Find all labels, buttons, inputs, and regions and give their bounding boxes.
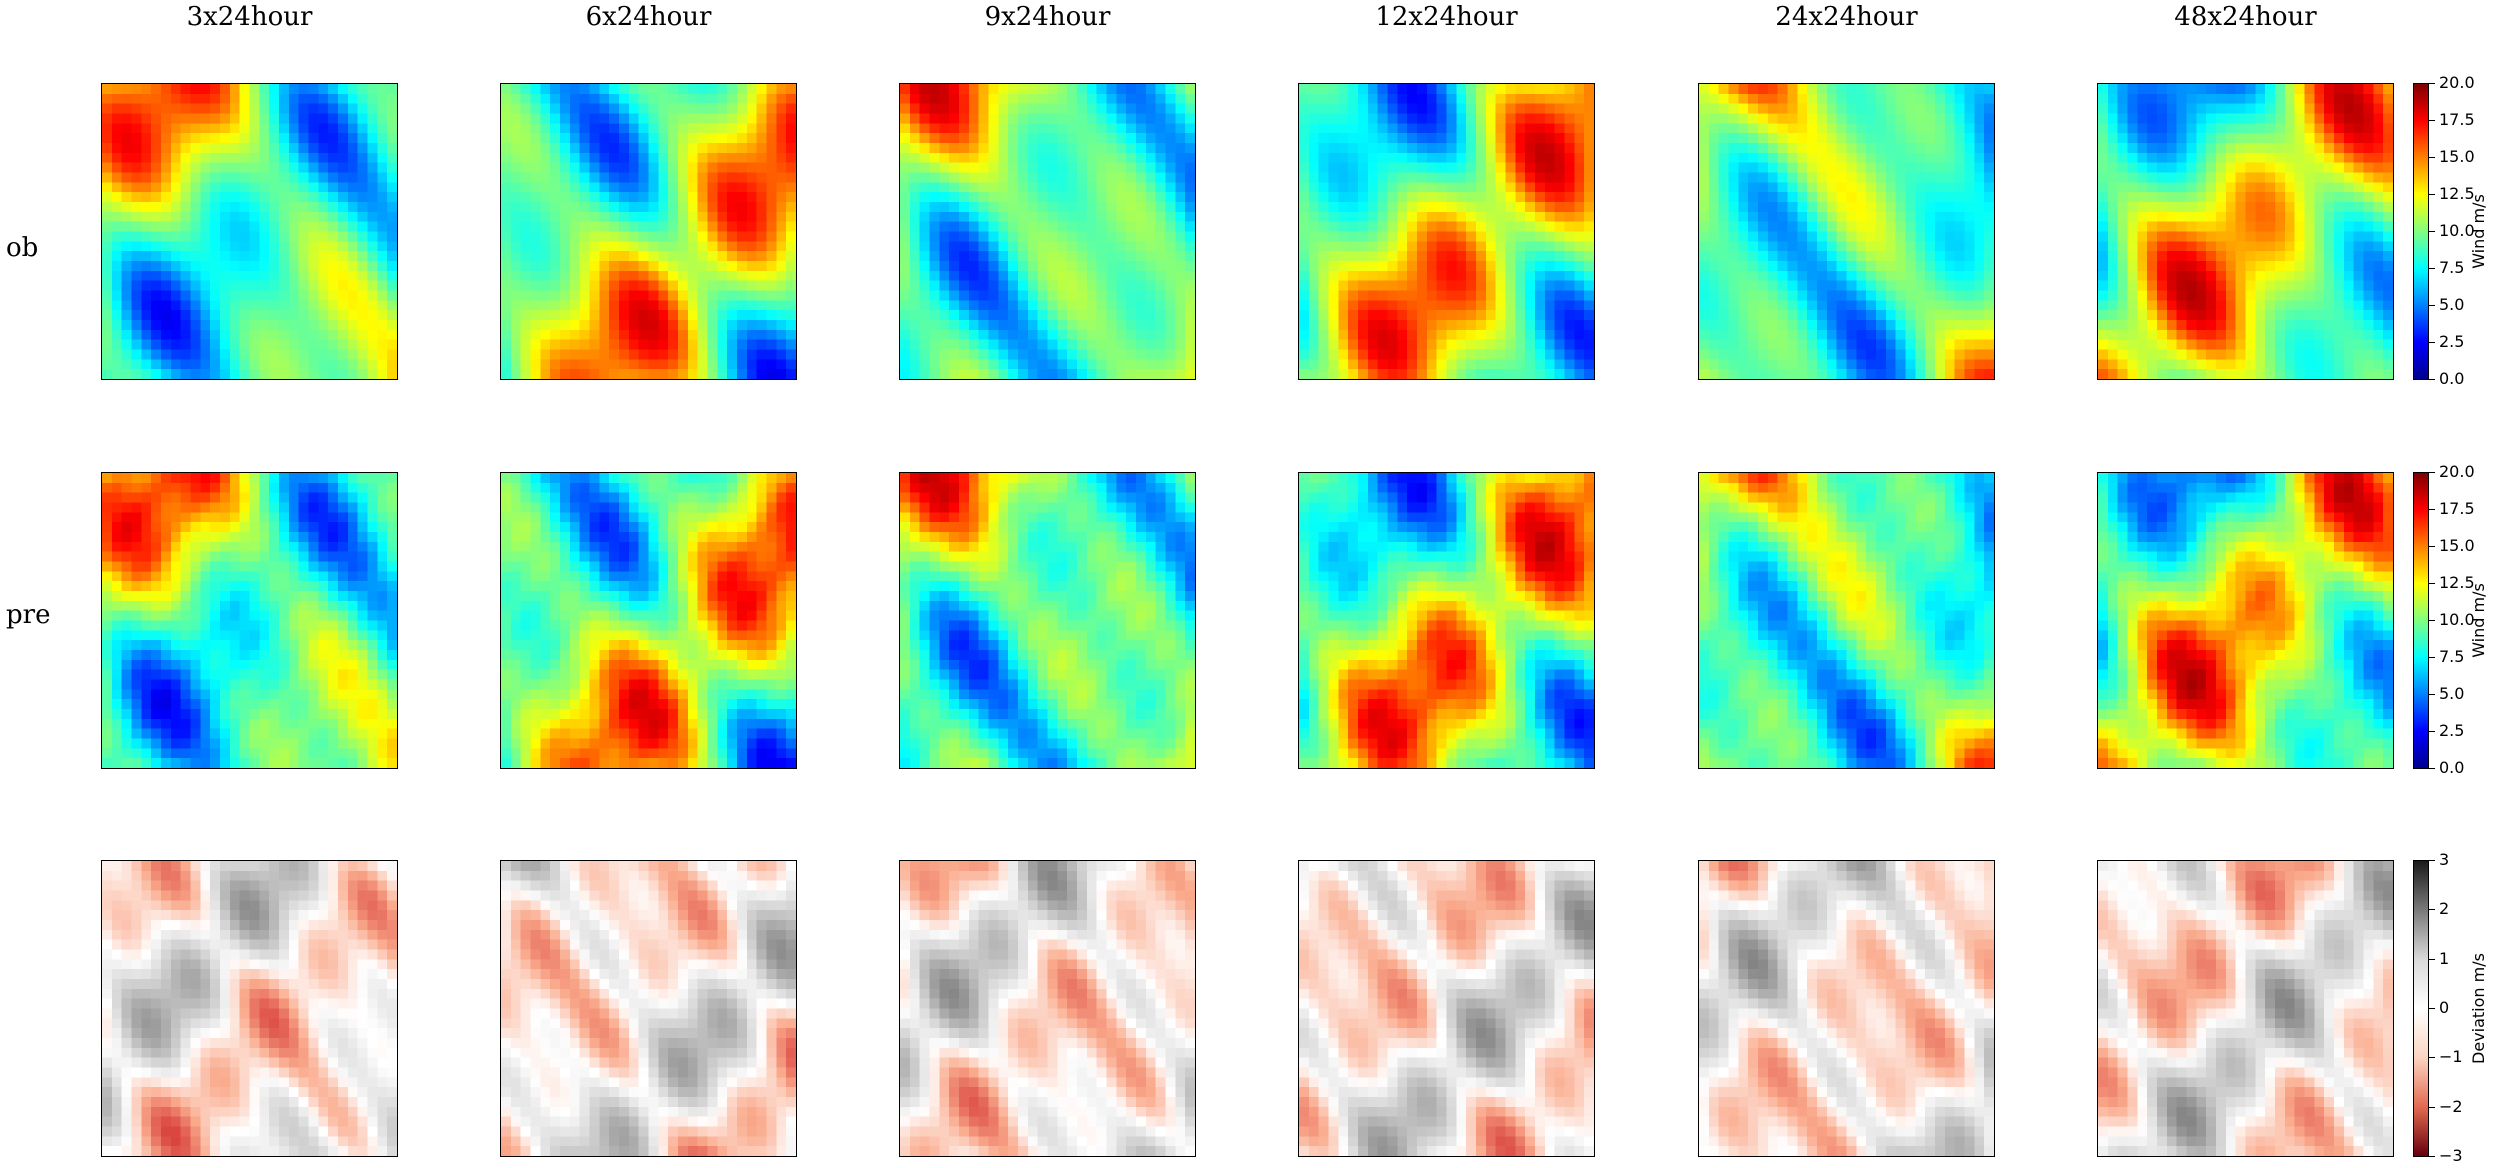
tick-text: 3 xyxy=(2439,850,2450,869)
field-image xyxy=(900,861,1195,1156)
tick-text: 17.5 xyxy=(2439,499,2475,518)
field-image xyxy=(102,84,397,379)
tick-text: 0.0 xyxy=(2439,369,2465,388)
wind-field-panel xyxy=(1698,472,1995,769)
column-title: 12x24hour xyxy=(1375,2,1518,32)
field-image xyxy=(501,473,796,768)
field-image xyxy=(501,861,796,1156)
colorbar xyxy=(2413,860,2429,1157)
column-title: 9x24hour xyxy=(984,2,1111,32)
column-title: 3x24hour xyxy=(186,2,313,32)
tick-text: 0 xyxy=(2439,998,2450,1017)
wind-field-panel xyxy=(500,83,797,380)
tick-text: 0.0 xyxy=(2439,758,2465,777)
deviation-field-panel xyxy=(101,860,398,1157)
field-image xyxy=(501,84,796,379)
field-image xyxy=(1699,84,1994,379)
deviation-field-panel xyxy=(1298,860,1595,1157)
tick-text: 12.5 xyxy=(2439,573,2475,592)
wind-field-panel xyxy=(899,472,1196,769)
tick-text: 20.0 xyxy=(2439,462,2475,481)
tick-text: 7.5 xyxy=(2439,258,2465,277)
tick-text: 15.0 xyxy=(2439,147,2475,166)
colorbar-label: Wind m/s xyxy=(2468,193,2488,269)
tick-text: 15.0 xyxy=(2439,536,2475,555)
tick-text: 20.0 xyxy=(2439,73,2475,92)
field-image xyxy=(1299,84,1594,379)
deviation-field-panel xyxy=(2097,860,2394,1157)
field-image xyxy=(2098,473,2393,768)
colorbar xyxy=(2413,83,2429,380)
tick-text: −3 xyxy=(2439,1146,2463,1165)
field-image xyxy=(1299,473,1594,768)
deviation-field-panel xyxy=(899,860,1196,1157)
tick-text: −2 xyxy=(2439,1096,2463,1116)
tick-text: 2.5 xyxy=(2439,721,2465,740)
tick-text: 5.0 xyxy=(2439,295,2465,314)
deviation-field-panel xyxy=(1698,860,1995,1157)
wind-field-panel xyxy=(899,83,1196,380)
wind-field-panel xyxy=(1298,472,1595,769)
tick-text: 2 xyxy=(2439,899,2450,919)
field-image xyxy=(1699,473,1994,768)
column-title: 6x24hour xyxy=(585,2,712,32)
wind-field-panel xyxy=(2097,83,2394,380)
tick-text: 17.5 xyxy=(2439,110,2475,129)
wind-field-panel xyxy=(1698,83,1995,380)
field-image xyxy=(900,473,1195,768)
row-label: ob xyxy=(6,233,39,263)
tick-text: 5.0 xyxy=(2439,684,2465,703)
field-image xyxy=(2098,84,2393,379)
tick-text: −1 xyxy=(2439,1047,2463,1067)
field-image xyxy=(1699,861,1994,1156)
tick-text: 7.5 xyxy=(2439,647,2465,666)
wind-field-panel xyxy=(101,472,398,769)
tick-text: 12.5 xyxy=(2439,184,2475,203)
field-image xyxy=(102,861,397,1156)
tick-text: 1 xyxy=(2439,948,2450,968)
tick-text: 10.0 xyxy=(2439,610,2475,629)
tick-text: 10.0 xyxy=(2439,221,2475,240)
deviation-field-panel xyxy=(500,860,797,1157)
column-title: 24x24hour xyxy=(1775,2,1918,32)
wind-field-panel xyxy=(2097,472,2394,769)
wind-field-panel xyxy=(101,83,398,380)
field-image xyxy=(2098,861,2393,1156)
wind-field-panel xyxy=(1298,83,1595,380)
colorbar-label: Wind m/s xyxy=(2468,582,2488,658)
field-image xyxy=(1299,861,1594,1156)
row-label: pre xyxy=(6,600,51,630)
colorbar xyxy=(2413,472,2429,769)
wind-field-panel xyxy=(500,472,797,769)
column-title: 48x24hour xyxy=(2174,2,2317,32)
field-image xyxy=(102,473,397,768)
tick-text: 2.5 xyxy=(2439,332,2465,351)
colorbar-label: Deviation m/s xyxy=(2468,952,2488,1064)
field-image xyxy=(900,84,1195,379)
